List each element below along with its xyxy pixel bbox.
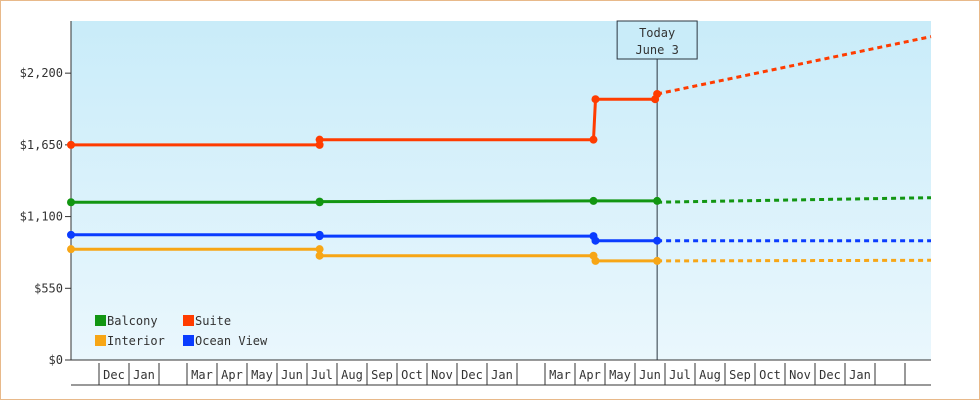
month-label: Jun <box>639 368 661 382</box>
month-label: Jan <box>133 368 155 382</box>
month-label: Aug <box>699 368 721 382</box>
legend-swatch-ocean-view <box>183 335 194 346</box>
month-label: Apr <box>221 368 243 382</box>
y-tick-label: $0 <box>49 353 63 367</box>
data-point-interior <box>315 245 324 254</box>
data-point-suite <box>67 140 75 149</box>
month-label: Mar <box>549 368 571 382</box>
series-line-ocean-view <box>71 233 658 243</box>
month-label: Sep <box>729 368 751 382</box>
plot-background <box>71 21 931 360</box>
month-label: Oct <box>759 368 781 382</box>
month-label: Jul <box>669 368 691 382</box>
month-label: Apr <box>579 368 601 382</box>
series-line-interior <box>71 247 658 263</box>
legend-label-suite: Suite <box>195 314 231 328</box>
month-label: Jul <box>311 368 333 382</box>
data-point-balcony <box>589 196 598 205</box>
legend-label-balcony: Balcony <box>107 314 158 328</box>
data-point-interior <box>315 251 324 260</box>
data-point-suite <box>591 95 600 104</box>
data-point-ocean-view <box>653 236 662 245</box>
month-label: Aug <box>341 368 363 382</box>
data-point-balcony <box>67 198 75 207</box>
data-point-ocean-view <box>67 230 75 239</box>
month-label: May <box>251 368 273 382</box>
month-label: Dec <box>103 368 125 382</box>
month-label: Sep <box>371 368 393 382</box>
month-label: Mar <box>191 368 213 382</box>
legend-label-ocean-view: Ocean View <box>195 334 268 348</box>
y-tick-label: $2,200 <box>20 66 63 80</box>
legend-swatch-balcony <box>95 315 106 326</box>
y-tick-label: $1,100 <box>20 210 63 224</box>
today-label: June 3 <box>635 43 678 57</box>
data-point-balcony <box>653 196 662 205</box>
data-point-ocean-view <box>591 236 600 245</box>
data-point-suite <box>315 135 324 144</box>
data-point-suite <box>653 90 662 99</box>
month-label: Jun <box>281 368 303 382</box>
legend-swatch-suite <box>183 315 194 326</box>
data-point-suite <box>589 135 598 144</box>
today-box <box>616 20 698 60</box>
month-label: Jan <box>849 368 871 382</box>
series-projection-suite <box>656 35 932 96</box>
month-label: Nov <box>431 368 453 382</box>
month-label: Dec <box>461 368 483 382</box>
series-projection-interior <box>657 258 932 263</box>
legend-swatch-interior <box>95 335 106 346</box>
y-tick-label: $1,650 <box>20 138 63 152</box>
y-tick-label: $550 <box>34 281 63 295</box>
month-label: Dec <box>819 368 841 382</box>
month-label: May <box>609 368 631 382</box>
data-point-balcony <box>315 197 324 206</box>
data-point-interior <box>653 256 662 265</box>
month-label: Nov <box>789 368 811 382</box>
data-point-ocean-view <box>315 232 324 241</box>
month-label: Jan <box>491 368 513 382</box>
data-point-interior <box>591 256 600 265</box>
series-projection-balcony <box>657 196 932 204</box>
legend-label-interior: Interior <box>107 334 165 348</box>
today-label: Today <box>639 26 675 40</box>
series-line-balcony <box>71 199 658 204</box>
data-point-interior <box>67 245 75 254</box>
month-label: Oct <box>401 368 423 382</box>
